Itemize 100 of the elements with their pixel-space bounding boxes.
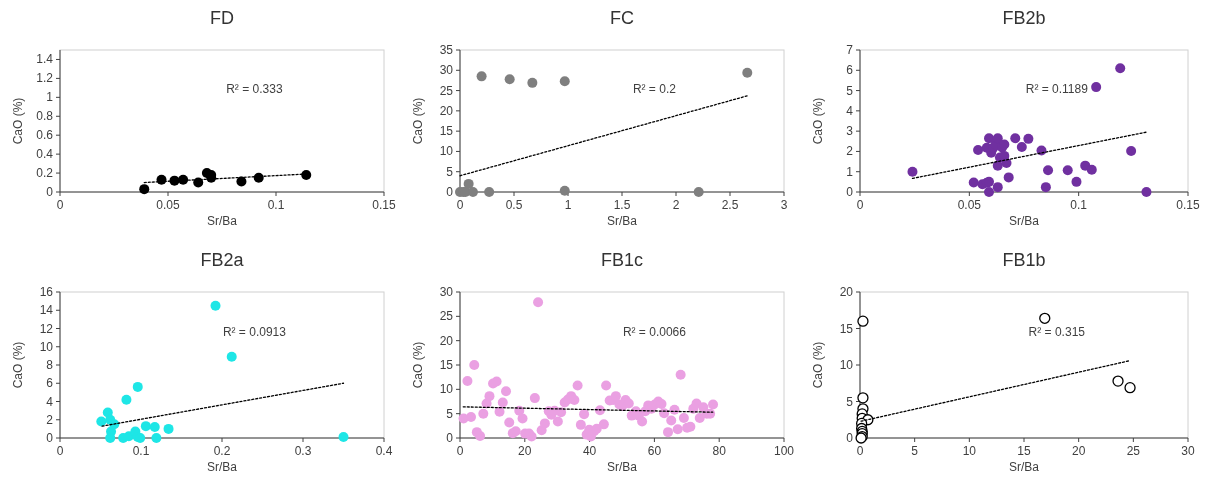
y-tick-label: 5 xyxy=(446,406,454,421)
x-tick-label: 2 xyxy=(672,198,680,212)
y-axis-title: CaO (%) xyxy=(811,341,825,389)
x-tick-label: 15 xyxy=(1017,444,1031,458)
x-tick-label: 0 xyxy=(56,198,64,212)
y-tick-label: 5 xyxy=(846,83,854,98)
chart-title: FD xyxy=(210,8,234,28)
y-tick-label: 14 xyxy=(39,303,54,318)
x-tick-label: 60 xyxy=(647,444,662,458)
y-axis-title: CaO (%) xyxy=(811,97,825,145)
x-tick-label: 0.1 xyxy=(1070,198,1088,212)
y-tick-label: 4 xyxy=(46,394,54,409)
x-tick-label: 80 xyxy=(712,444,727,458)
y-tick-label: 0 xyxy=(46,431,54,445)
x-tick-label: 0 xyxy=(456,444,464,458)
y-tick-label: 6 xyxy=(846,63,854,78)
x-tick-label: 10 xyxy=(962,444,977,458)
y-tick-label: 3 xyxy=(846,124,854,139)
y-tick-label: 0 xyxy=(46,185,54,199)
x-axis-title: Sr/Ba xyxy=(206,214,238,228)
y-tick-label: 15 xyxy=(439,358,454,372)
x-tick-label: 30 xyxy=(1181,444,1195,458)
chart-title: FC xyxy=(610,8,634,28)
x-axis-title: Sr/Ba xyxy=(606,460,638,474)
y-tick-label: 5 xyxy=(846,394,854,409)
x-tick-label: 0.15 xyxy=(1176,198,1200,212)
x-tick-label: 0.05 xyxy=(957,198,982,212)
y-tick-label: 10 xyxy=(439,144,454,159)
annotation: R² = 0.0913 xyxy=(222,324,287,339)
x-tick-label: 0.2 xyxy=(213,444,231,458)
x-tick-label: 0.4 xyxy=(375,444,393,458)
x-tick-label: 100 xyxy=(773,444,795,458)
y-tick-label: 20 xyxy=(439,103,454,118)
y-tick-label: 35 xyxy=(439,43,454,57)
x-tick-label: 0.15 xyxy=(372,198,396,212)
y-tick-label: 25 xyxy=(439,83,454,98)
x-tick-label: 40 xyxy=(582,444,597,458)
y-tick-label: 0.6 xyxy=(36,128,54,143)
y-axis-title: CaO (%) xyxy=(411,97,425,145)
chart-title: FB2b xyxy=(1002,8,1046,28)
x-tick-label: 1.5 xyxy=(613,198,631,212)
x-tick-label: 0.1 xyxy=(267,198,285,212)
y-tick-label: 25 xyxy=(439,309,454,324)
x-tick-label: 0 xyxy=(456,198,464,212)
x-tick-label: 20 xyxy=(518,444,532,458)
x-tick-label: 5 xyxy=(911,444,919,458)
y-tick-label: 1 xyxy=(46,90,54,105)
y-tick-label: 0 xyxy=(846,431,854,445)
y-tick-label: 0 xyxy=(846,185,854,199)
y-tick-label: 10 xyxy=(39,339,54,354)
y-tick-label: 1.4 xyxy=(36,52,54,67)
x-tick-label: 0 xyxy=(56,444,64,458)
chart-title: FB1c xyxy=(600,250,644,270)
annotation: R² = 0.0066 xyxy=(622,324,687,339)
y-tick-label: 16 xyxy=(39,285,54,299)
y-axis-title: CaO (%) xyxy=(11,341,25,389)
chart-title: FB2a xyxy=(200,250,245,270)
x-tick-label: 20 xyxy=(1071,444,1086,458)
x-tick-label: 0 xyxy=(856,198,864,212)
y-tick-label: 0 xyxy=(446,431,454,445)
y-tick-label: 8 xyxy=(46,358,54,372)
y-tick-label: 0 xyxy=(446,185,454,199)
y-tick-label: 2 xyxy=(46,412,54,427)
x-tick-label: 2.5 xyxy=(721,198,739,212)
y-tick-label: 0.2 xyxy=(36,166,54,181)
x-tick-label: 0.05 xyxy=(156,198,180,212)
x-tick-label: 0 xyxy=(856,444,864,458)
x-axis-title: Sr/Ba xyxy=(206,460,238,474)
y-tick-label: 0.4 xyxy=(36,147,54,162)
y-axis-title: CaO (%) xyxy=(411,341,425,389)
x-tick-label: 1 xyxy=(564,198,572,212)
x-tick-label: 0.1 xyxy=(132,444,150,458)
y-tick-label: 2 xyxy=(846,144,854,159)
y-tick-label: 6 xyxy=(46,376,54,391)
y-tick-label: 15 xyxy=(439,124,454,139)
y-tick-label: 0.8 xyxy=(36,109,54,124)
annotation: R² = 0.333 xyxy=(226,81,283,96)
y-tick-label: 30 xyxy=(439,63,454,78)
x-tick-label: 0.5 xyxy=(505,198,523,212)
y-tick-label: 1 xyxy=(846,164,854,179)
y-tick-label: 10 xyxy=(439,382,454,397)
y-tick-label: 12 xyxy=(39,321,54,336)
x-tick-label: 3 xyxy=(780,198,788,212)
y-tick-label: 20 xyxy=(439,333,454,348)
x-tick-label: 0.3 xyxy=(294,444,312,458)
y-tick-label: 1.2 xyxy=(36,71,54,86)
y-axis-title: CaO (%) xyxy=(11,97,25,145)
x-axis-title: Sr/Ba xyxy=(1008,460,1040,474)
annotation: R² = 0.2 xyxy=(632,81,677,96)
annotation: R² = 0.315 xyxy=(1028,324,1086,339)
y-tick-label: 7 xyxy=(846,43,854,57)
x-axis-title: Sr/Ba xyxy=(606,214,638,228)
y-tick-label: 30 xyxy=(439,285,454,299)
annotation: R² = 0.1189 xyxy=(1025,81,1089,96)
y-tick-label: 4 xyxy=(846,103,854,118)
y-tick-label: 20 xyxy=(839,285,854,299)
x-axis-title: Sr/Ba xyxy=(1008,214,1040,228)
y-tick-label: 10 xyxy=(839,358,854,372)
x-tick-label: 25 xyxy=(1126,444,1141,458)
y-tick-label: 5 xyxy=(446,164,454,179)
